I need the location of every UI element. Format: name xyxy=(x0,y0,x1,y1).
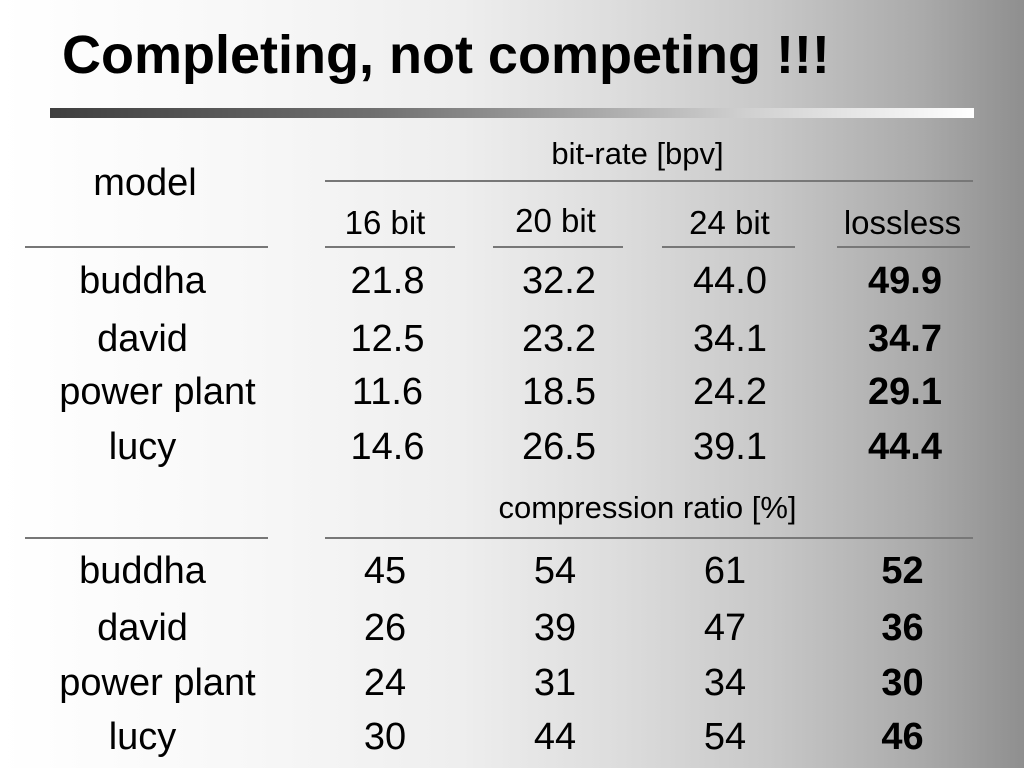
bit-rate-value-cell: 23.2 xyxy=(522,318,596,360)
compression-value-cell: 31 xyxy=(533,662,577,704)
compression-value-cell: 24 xyxy=(363,662,407,704)
compression-value-cell: 61 xyxy=(703,550,747,592)
bit-rate-value-cell: 44.0 xyxy=(693,260,767,302)
compression-value-cell: 34 xyxy=(703,662,747,704)
compression-value-cell: 54 xyxy=(533,550,577,592)
compression-value-cell: 44 xyxy=(533,716,577,758)
compression-value-cell: 54 xyxy=(703,716,747,758)
compression-model-cell: lucy xyxy=(108,716,177,758)
bit-rate-lossless-cell: 34.7 xyxy=(868,318,942,360)
bit-rate-model-cell: power plant xyxy=(59,371,256,413)
bit-rate-value-cell: 18.5 xyxy=(522,371,596,413)
column-24-bit-rule xyxy=(662,246,795,248)
column-lossless-rule xyxy=(837,246,970,248)
compression-value-cell: 30 xyxy=(363,716,407,758)
bit-rate-value-cell: 26.5 xyxy=(522,426,596,468)
bit-rate-value-cell: 32.2 xyxy=(522,260,596,302)
compression-group-rule xyxy=(325,537,973,539)
bit-rate-header: bit-rate [bpv] xyxy=(551,136,724,171)
bit-rate-lossless-cell: 44.4 xyxy=(868,426,942,468)
compression-lossless-cell: 30 xyxy=(881,662,924,704)
column-header-lossless: lossless xyxy=(843,204,962,241)
compression-ratio-header: compression ratio [%] xyxy=(498,490,797,525)
bit-rate-model-cell: buddha xyxy=(79,260,206,302)
bit-rate-value-cell: 24.2 xyxy=(693,371,767,413)
bit-rate-value-cell: 12.5 xyxy=(350,318,425,360)
compression-model-cell: buddha xyxy=(79,550,206,592)
model-column-rule-top xyxy=(25,246,268,248)
column-16-bit-rule xyxy=(325,246,455,248)
bit-rate-lossless-cell: 29.1 xyxy=(868,371,942,413)
compression-value-cell: 26 xyxy=(363,607,407,649)
column-20-bit-rule xyxy=(493,246,623,248)
compression-lossless-cell: 46 xyxy=(881,716,924,758)
model-column-rule-bottom xyxy=(25,537,268,539)
bit-rate-model-cell: david xyxy=(97,318,188,360)
compression-model-cell: power plant xyxy=(59,662,256,704)
column-header-20-bit: 20 bit xyxy=(515,202,596,239)
compression-lossless-cell: 52 xyxy=(881,550,924,592)
column-header-24-bit: 24 bit xyxy=(689,204,770,241)
bit-rate-value-cell: 21.8 xyxy=(350,260,425,302)
compression-value-cell: 47 xyxy=(703,607,747,649)
compression-model-cell: david xyxy=(97,607,188,649)
compression-value-cell: 39 xyxy=(533,607,577,649)
bit-rate-value-cell: 39.1 xyxy=(693,426,767,468)
bit-rate-model-cell: lucy xyxy=(108,426,177,468)
column-header-16-bit: 16 bit xyxy=(344,204,426,241)
slide-title: Completing, not competing !!! xyxy=(62,25,830,85)
compression-lossless-cell: 36 xyxy=(881,607,924,649)
bit-rate-group-rule xyxy=(325,180,973,182)
bit-rate-value-cell: 11.6 xyxy=(351,371,424,413)
compression-value-cell: 45 xyxy=(363,550,407,592)
model-header: model xyxy=(93,162,197,204)
bit-rate-value-cell: 34.1 xyxy=(693,318,767,360)
bit-rate-value-cell: 14.6 xyxy=(350,426,425,468)
title-underline-bar xyxy=(50,108,974,118)
bit-rate-lossless-cell: 49.9 xyxy=(868,260,942,302)
